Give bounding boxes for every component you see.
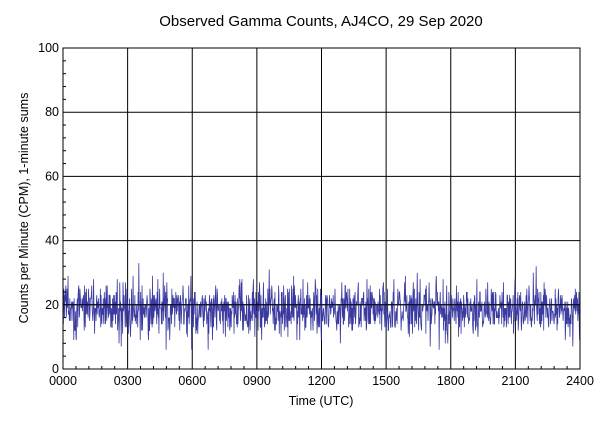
x-tick-label-1500: 1500 xyxy=(372,374,400,388)
x-tick-label-2100: 2100 xyxy=(501,374,529,388)
grid-lines xyxy=(63,48,580,369)
x-axis-label: Time (UTC) xyxy=(289,394,354,408)
y-axis-label: Counts per Minute (CPM), 1-minute sums xyxy=(17,93,31,324)
plot-area-frame xyxy=(62,47,581,370)
y-tick-label-40: 40 xyxy=(45,234,59,248)
y-tick-label-0: 0 xyxy=(52,362,59,376)
y-tick-label-80: 80 xyxy=(45,105,59,119)
x-tick-labels: 0000 0300 0600 0900 1200 1500 1800 2100 2400 xyxy=(49,374,594,388)
x-tick-label-0900: 0900 xyxy=(243,374,271,388)
y-tick-label-100: 100 xyxy=(38,41,59,55)
x-tick-label-0300: 0300 xyxy=(114,374,142,388)
x-tick-label-1800: 1800 xyxy=(437,374,465,388)
chart-title: Observed Gamma Counts, AJ4CO, 29 Sep 202… xyxy=(159,13,483,30)
x-tick-label-0600: 0600 xyxy=(178,374,206,388)
minor-ticks xyxy=(63,60,568,369)
x-tick-label-1200: 1200 xyxy=(308,374,336,388)
y-tick-label-20: 20 xyxy=(45,298,59,312)
x-tick-label-2400: 2400 xyxy=(566,374,594,388)
x-tick-label-0000: 0000 xyxy=(49,374,77,388)
y-tick-labels: 0 20 40 60 80 100 xyxy=(38,41,59,376)
y-tick-label-60: 60 xyxy=(45,169,59,183)
gamma-counts-series-line xyxy=(62,263,581,350)
